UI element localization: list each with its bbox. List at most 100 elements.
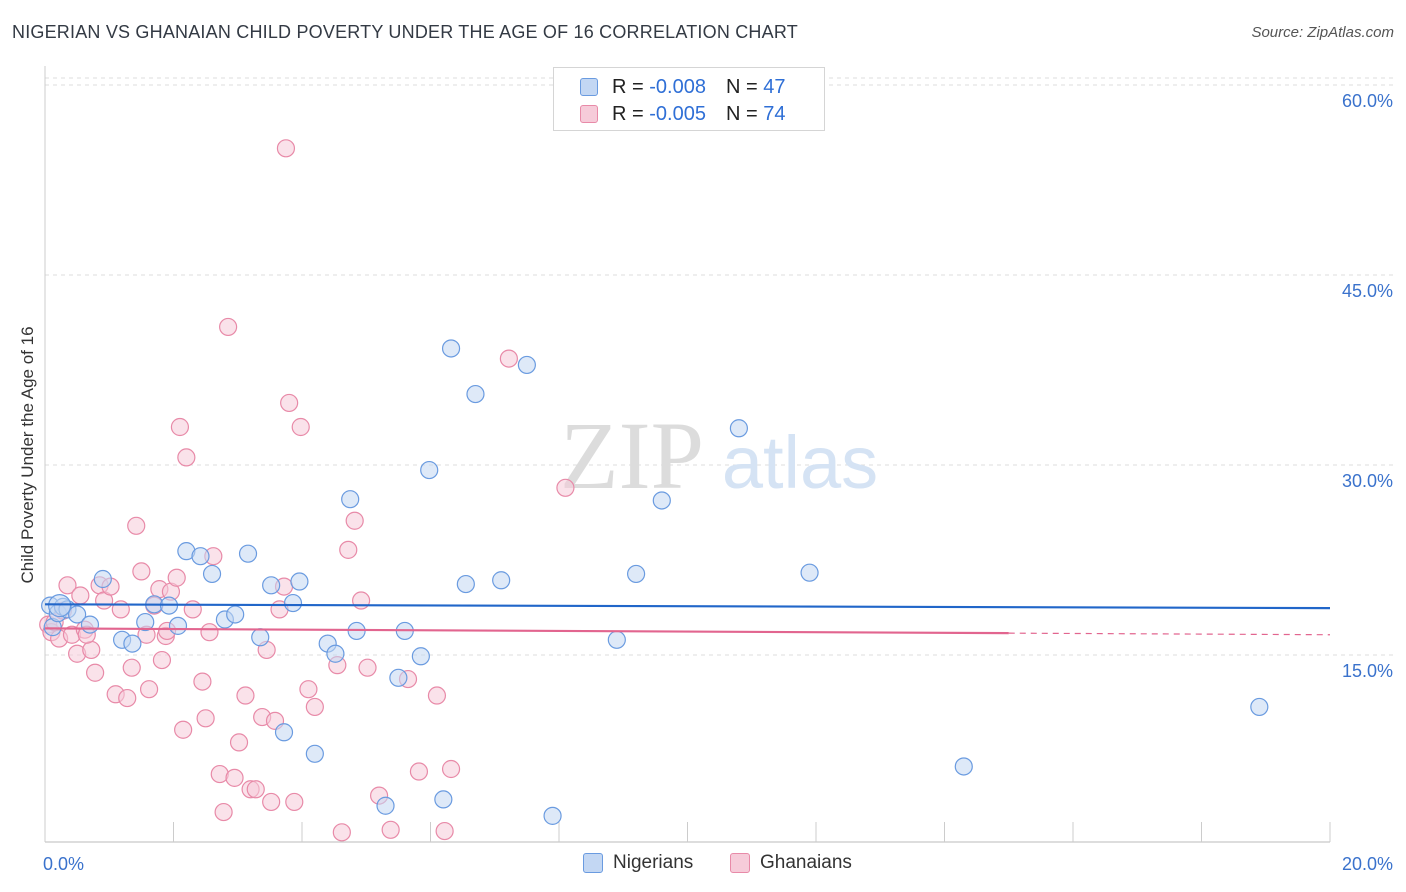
legend-r-value: -0.005 [649,102,706,125]
nigerian-point [283,593,303,613]
nigerian-point [226,605,245,624]
ghanaian-point [82,640,101,660]
ghanaian-point [352,591,371,610]
nigerian-point [80,615,100,634]
nigerian-point [262,576,281,595]
ghanaian-point [441,759,461,779]
ghanaian-point [499,349,518,368]
legend-n-label: N = [725,102,764,125]
ghanaian-point [139,680,159,699]
ghanaian-point [285,792,304,812]
nigerian-point [251,628,270,647]
nigerian-point [1250,697,1269,717]
x-tick-label: 0.0% [43,854,84,874]
legend-row-nigerians: R = -0.008 N = 47 [554,74,785,100]
nigerian-point [123,634,142,653]
y-tick-label: 45.0% [1342,281,1393,301]
nigerian-point [48,593,72,618]
ghanaian-point [200,623,219,642]
ghanaian-point [280,393,299,413]
ghanaian-point [229,733,249,752]
ghanaian-point [132,562,151,581]
ghanaian-point [246,780,265,799]
gridlines [45,77,1395,656]
nigerian-point [652,491,671,510]
ghanaian-point [358,658,377,677]
ghanaian-point [236,686,255,705]
ghanaian-point [196,709,215,728]
nigerian-point [420,460,439,480]
watermark-atlas: atlas [722,421,878,504]
trend-lines [44,603,1331,636]
legend-label-nigerians: Nigerians [613,852,694,873]
nigerian-point [434,790,453,809]
nigerian-point [376,796,395,815]
nigerian-point [389,668,408,687]
ghanaian-point [435,821,454,841]
nigerian-point [191,547,210,566]
legend-swatch-nigerians [580,78,598,96]
ghanaian-point [71,586,90,605]
ghanaian-point [299,680,318,699]
nigerian-point [274,723,294,742]
nigerian-point [800,563,819,582]
ghanaian-point [118,688,137,708]
watermark: ZIP atlas [560,402,878,509]
tick-labels: 15.0% 30.0% 45.0% 60.0% 0.0% 20.0% [43,91,1393,874]
legend-n-label: N = [725,75,764,98]
nigerian-point [954,757,973,776]
legend-swatch-nigerians [583,853,603,873]
nigerian-point [93,569,112,589]
source-label: Source: ZipAtlas.com [1251,24,1394,41]
ghanaian-point [427,686,447,705]
nigerian-point [729,419,749,438]
ghanaian-point [170,417,190,437]
legend-row-ghanaians: R = -0.005 N = 74 [554,101,785,127]
nigerian-point [517,355,536,375]
legend-item-nigerians[interactable]: Nigerians [583,852,693,874]
chart-title: NIGERIAN VS GHANAIAN CHILD POVERTY UNDER… [12,22,798,42]
ghanaian-point [276,139,296,158]
trend-line-nigerians [44,603,1331,610]
nigerian-point [238,544,258,563]
nigerian-point [626,564,646,584]
nigerian-point [305,744,324,763]
y-tick-label: 30.0% [1342,471,1393,491]
ghanaian-point [219,317,238,337]
legend-item-ghanaians[interactable]: Ghanaians [730,852,852,874]
ghanaian-point [225,768,244,787]
nigerian-point [326,644,345,663]
nigerian-point [341,490,360,509]
nigerian-point [411,647,430,666]
nigerian-point [607,630,626,649]
ghanaian-point [174,720,193,739]
nigerian-point [202,564,222,584]
ghanaian-point [262,792,281,812]
ghanaian-point [345,511,364,530]
legend-r-label: R = [612,102,650,125]
series-legend: Nigerians Ghanaians [0,852,1406,878]
y-tick-label: 60.0% [1342,91,1393,111]
nigerian-point [168,616,188,635]
ghanaian-point [332,823,351,842]
legend-n-value: 47 [763,75,786,98]
ghanaian-point [183,600,202,619]
ghanaian-point [381,820,400,839]
ghanaian-point [214,802,233,822]
legend-swatch-ghanaians [580,105,598,123]
watermark-zip: ZIP [560,402,704,509]
nigerian-point [136,612,155,632]
ghanaian-point [152,650,172,670]
ghanaian-point [86,663,105,682]
ghanaian-point [58,576,77,595]
ghanaian-point [305,697,324,717]
nigerian-point [466,384,485,404]
x-tick-label: 20.0% [1342,854,1393,874]
trend-line-ghanaians-projection [1008,632,1331,636]
nigerian-point [68,605,87,624]
legend-r-label: R = [612,75,650,98]
ghanaian-point [177,448,196,467]
legend-swatch-ghanaians [730,853,750,873]
nigerian-point [543,806,562,825]
